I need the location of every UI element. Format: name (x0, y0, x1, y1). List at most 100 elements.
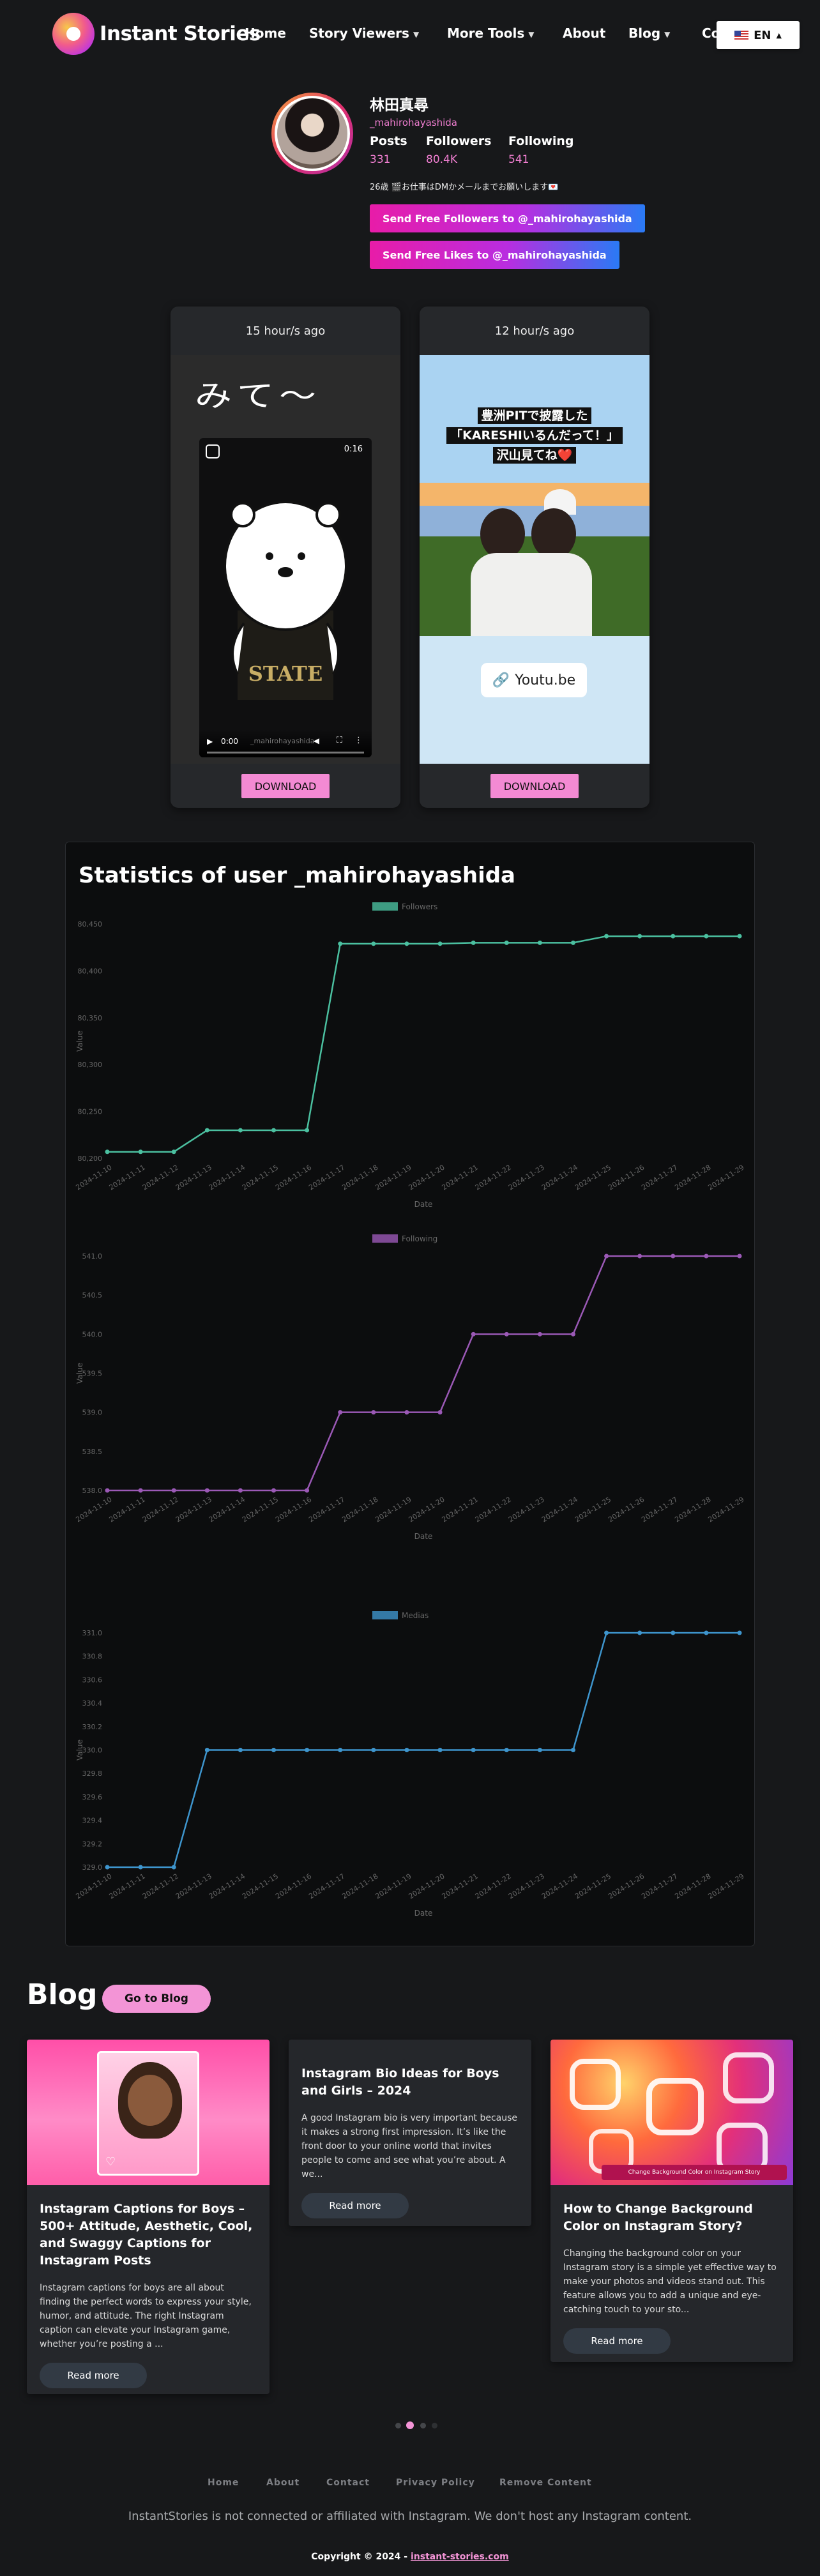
carousel-dot[interactable] (420, 2423, 426, 2428)
x-tick-label: 2024-11-11 (108, 1872, 147, 1901)
profile-name: 林田真尋 (370, 97, 429, 114)
footer-link-home[interactable]: Home (208, 2478, 239, 2488)
blog-card-title[interactable]: How to Change Background Color on Instag… (563, 2202, 753, 2233)
x-axis-label: Date (414, 1909, 433, 1918)
y-tick-label: 540.0 (82, 1330, 103, 1338)
data-point (704, 934, 709, 939)
data-point (105, 1488, 110, 1493)
x-tick-label: 2024-11-19 (374, 1163, 413, 1192)
x-tick-label: 2024-11-27 (640, 1872, 679, 1901)
following-chart: Following 538.0 538.5 539.0 539.5 540.0 540.5 5… (74, 1234, 746, 1541)
play-icon[interactable]: ▶ (207, 737, 213, 746)
x-tick-label: 2024-11-11 (108, 1163, 147, 1192)
x-tick-label: 2024-11-28 (673, 1496, 712, 1524)
carousel-dot[interactable] (395, 2423, 401, 2428)
go-to-blog-button[interactable]: Go to Blog (102, 1985, 211, 2013)
more-options-icon[interactable]: ⋮ (354, 736, 363, 745)
copyright-link[interactable]: instant-stories.com (410, 2552, 509, 2562)
read-more-button[interactable]: Read more (40, 2363, 147, 2388)
x-tick-label: 2024-11-10 (74, 1163, 113, 1192)
download-button[interactable]: DOWNLOAD (490, 774, 579, 798)
y-tick-label: 330.2 (82, 1723, 103, 1731)
carousel-dot-active[interactable] (406, 2421, 414, 2429)
blog-card-excerpt: Changing the background color on your In… (563, 2248, 777, 2315)
send-followers-button[interactable]: Send Free Followers to @_mahirohayashida (370, 204, 645, 232)
blog-card-excerpt: Instagram captions for boys are all abou… (40, 2283, 252, 2349)
data-point (604, 934, 609, 939)
volume-icon[interactable]: ◀ (313, 736, 319, 745)
send-likes-button[interactable]: Send Free Likes to @_mahirohayashida (370, 241, 619, 269)
data-point (504, 1331, 509, 1337)
series-line (107, 935, 740, 1153)
fullscreen-icon[interactable]: ⛶ (336, 736, 342, 745)
nav-item-about[interactable]: About (563, 26, 606, 41)
statistics-title: Statistics of user _mahirohayashida (79, 863, 516, 888)
reel-icon (206, 444, 220, 458)
x-tick-label: 2024-11-20 (407, 1163, 446, 1192)
x-tick-label: 2024-11-24 (540, 1163, 579, 1192)
video-current-time: 0:00 (221, 737, 238, 746)
y-axis-label: Value (75, 1739, 84, 1761)
data-point (537, 1331, 542, 1337)
data-point (437, 1748, 443, 1752)
video-progress-bar[interactable] (207, 752, 364, 754)
site-logo[interactable]: Instant Stories (52, 13, 261, 55)
data-point (138, 1865, 143, 1870)
story-video[interactable]: みて〜 0:16 STATE ▶ 0:00 _mahirohayashida ◀ (171, 355, 400, 764)
x-tick-label: 2024-11-26 (607, 1496, 646, 1524)
download-button[interactable]: DOWNLOAD (241, 774, 330, 798)
video-duration: 0:16 (344, 444, 363, 454)
data-point (238, 1748, 243, 1752)
read-more-button[interactable]: Read more (301, 2193, 409, 2218)
story-photo (420, 483, 649, 636)
series-line (107, 1632, 740, 1868)
x-tick-label: 2024-11-16 (274, 1496, 313, 1524)
y-tick-label: 330.0 (82, 1746, 103, 1755)
series-line (107, 1255, 740, 1492)
language-selector[interactable]: EN ▲ (717, 21, 800, 49)
blog-card[interactable]: ♡ Instagram Captions for Boys – 500+ Att… (27, 2040, 270, 2394)
x-tick-label: 2024-11-25 (573, 1872, 612, 1901)
story-caption: 豊洲PITで披露した 「KARESHIいるんだって！」 沢山見てね❤️ (420, 406, 649, 466)
y-tick-label: 540.5 (82, 1291, 103, 1299)
x-tick-label: 2024-11-10 (74, 1872, 113, 1901)
x-tick-label: 2024-11-17 (307, 1872, 346, 1901)
blog-card-title[interactable]: Instagram Captions for Boys – 500+ Attit… (40, 2202, 253, 2268)
data-point (105, 1149, 110, 1155)
data-point (537, 1748, 542, 1752)
profile-bio: 26歳 🎬お仕事はDMかメールまでお願いします💌 (370, 183, 559, 192)
footer-link-remove-content[interactable]: Remove Content (499, 2478, 592, 2488)
followers-value: 80.4K (426, 153, 457, 166)
x-tick-label: 2024-11-23 (507, 1872, 546, 1901)
read-more-button[interactable]: Read more (563, 2328, 671, 2354)
legend-label: Following (402, 1234, 437, 1243)
nav-item-home[interactable]: Home (245, 26, 286, 41)
footer-link-about[interactable]: About (266, 2478, 300, 2488)
profile-avatar (271, 93, 353, 174)
x-tick-label: 2024-11-22 (474, 1496, 513, 1524)
blog-card-title[interactable]: Instagram Bio Ideas for Boys and Girls –… (301, 2066, 499, 2098)
x-axis-label: Date (414, 1200, 433, 1209)
blog-card-image: ♡ (27, 2040, 270, 2185)
link-sticker[interactable]: 🔗 Youtu.be (481, 663, 587, 697)
nav-item-story-viewers[interactable]: Story Viewers ▼ (309, 26, 420, 41)
blog-card-excerpt: A good Instagram bio is very important b… (301, 2113, 518, 2179)
story-image[interactable]: 豊洲PITで披露した 「KARESHIいるんだって！」 沢山見てね❤️ 🔗 Yo… (420, 355, 649, 764)
y-tick-label: 80,200 (78, 1155, 103, 1163)
y-tick-label: 539.5 (82, 1370, 103, 1378)
blog-card[interactable]: Instagram Bio Ideas for Boys and Girls –… (289, 2040, 531, 2226)
nav-item-blog[interactable]: Blog ▼ (628, 26, 671, 41)
carousel-dot[interactable] (432, 2423, 437, 2428)
nav-item-more-tools[interactable]: More Tools ▼ (447, 26, 535, 41)
data-point (704, 1254, 709, 1259)
footer-link-privacy[interactable]: Privacy Policy (396, 2478, 475, 2488)
data-point (171, 1865, 176, 1870)
footer-link-contact[interactable]: Contact (326, 2478, 370, 2488)
data-point (271, 1488, 277, 1493)
data-point (570, 940, 575, 945)
blog-card[interactable]: Change Background Color on Instagram Sto… (550, 2040, 793, 2362)
footer-copyright: Copyright © 2024 - instant-stories.com (311, 2552, 509, 2562)
y-tick-label: 330.6 (82, 1676, 103, 1684)
data-point (404, 1410, 409, 1415)
x-tick-label: 2024-11-21 (441, 1163, 480, 1192)
